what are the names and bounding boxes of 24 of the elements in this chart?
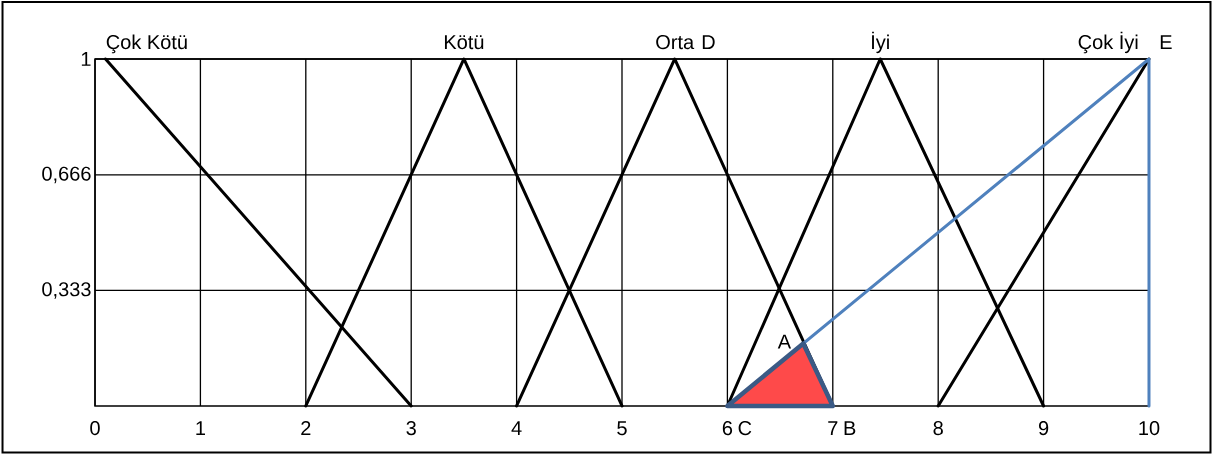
y-tick-label: 0,333 xyxy=(42,282,91,299)
x-tick-label: 1 xyxy=(196,421,205,435)
x-tick-label: 8 xyxy=(933,421,943,436)
x-tick-label: 5 xyxy=(617,421,627,436)
x-tick-label: 6 xyxy=(722,421,733,436)
y-tick-label: 1 xyxy=(81,52,91,66)
annotation: A xyxy=(777,334,792,349)
annotation: B xyxy=(844,421,856,435)
x-tick-label: 9 xyxy=(1038,421,1049,436)
x-tick-label: 2 xyxy=(301,421,311,435)
x-tick-label: 3 xyxy=(406,421,416,436)
series-label: Çok Kötü xyxy=(106,34,187,54)
series-label: Orta xyxy=(656,35,695,50)
series-label: Çok İyi xyxy=(1078,31,1138,54)
x-tick-label: 10 xyxy=(1139,421,1160,436)
x-tick-label: 0 xyxy=(90,421,100,436)
series-label: Kötü xyxy=(444,35,484,50)
annotation: C xyxy=(738,421,752,436)
series-label: İyi xyxy=(872,31,889,54)
annotation: E xyxy=(1160,35,1172,49)
text: D xyxy=(702,35,715,49)
y-tick-label: 0,666 xyxy=(42,166,91,184)
x-tick-label: 7 xyxy=(828,421,838,435)
x-tick-label: 4 xyxy=(511,421,522,435)
